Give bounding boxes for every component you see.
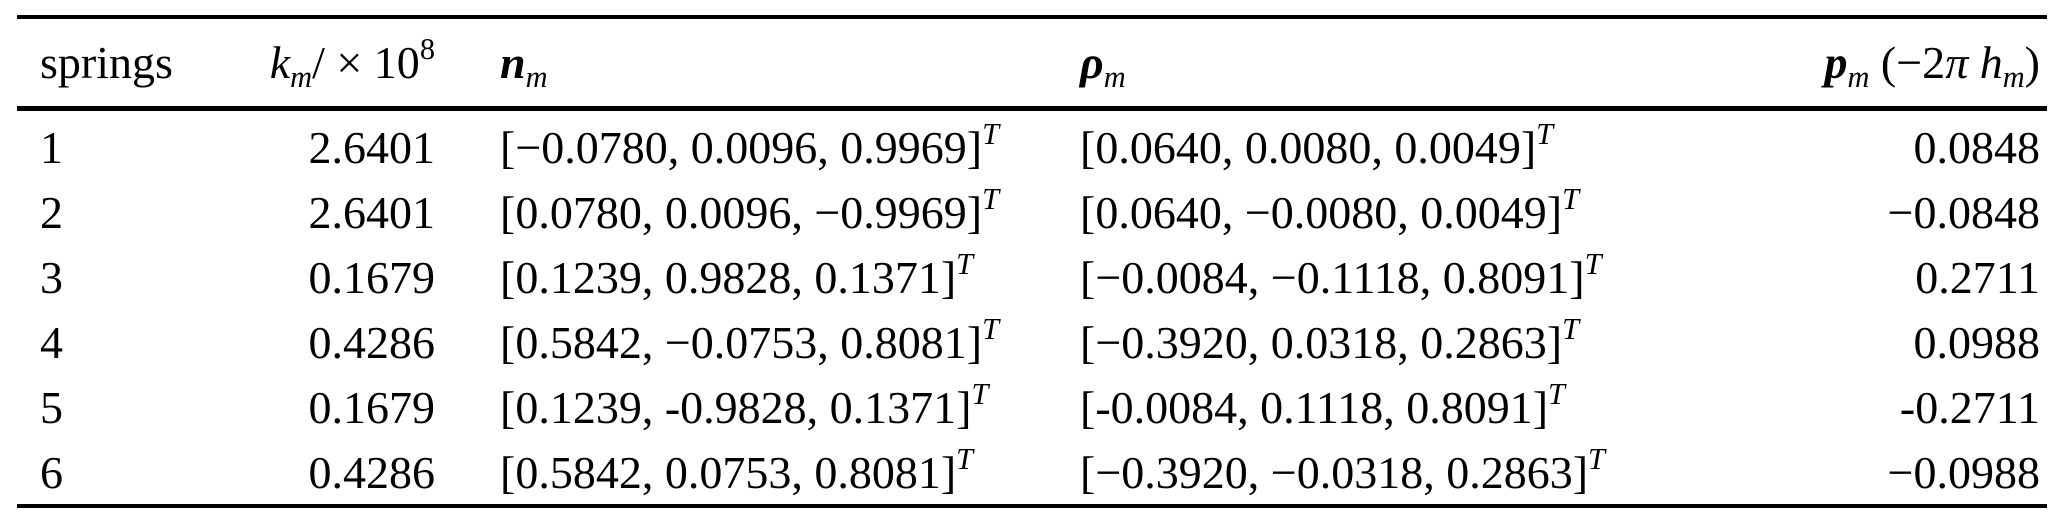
vector-text: [0.5842, 0.0753, 0.8081] xyxy=(500,447,957,498)
k-scale-text: / × 10 xyxy=(312,37,420,88)
pi-symbol: π xyxy=(1945,37,1969,88)
transpose-superscript: T xyxy=(1536,117,1554,152)
vector-text: [0.0640, 0.0080, 0.0049] xyxy=(1080,122,1537,173)
cell-normal-vector: [−0.0780, 0.0096, 0.9969]T xyxy=(435,115,1080,180)
cell-pitch: −0.0848 xyxy=(1887,187,2040,238)
transpose-superscript: T xyxy=(956,442,974,477)
table-row-spring-6: 6 0.4286 [0.5842, 0.0753, 0.8081]T [−0.3… xyxy=(17,440,2047,505)
cell-pitch: -0.2711 xyxy=(1899,382,2040,433)
h-symbol: h xyxy=(1968,37,2003,88)
cell-normal-vector: [0.1239, -0.9828, 0.1371]T xyxy=(435,375,1080,440)
table-rule-bottom xyxy=(17,504,2047,508)
table-body: 1 2.6401 [−0.0780, 0.0096, 0.9969]T [0.0… xyxy=(17,111,2047,505)
cell-position-vector: [-0.0084, 0.1118, 0.8091]T xyxy=(1080,375,1765,440)
cell-stiffness: 2.6401 xyxy=(308,187,436,238)
transpose-superscript: T xyxy=(982,182,999,217)
transpose-superscript: T xyxy=(1588,442,1605,477)
k-symbol: k xyxy=(269,37,291,88)
cell-stiffness: 2.6401 xyxy=(308,122,436,173)
k-exponent: 8 xyxy=(419,32,435,67)
cell-stiffness: 0.4286 xyxy=(308,447,436,498)
n-symbol: n xyxy=(500,37,526,88)
rho-subscript: m xyxy=(1103,59,1126,94)
vector-text: [0.0780, 0.0096, −0.9969] xyxy=(500,187,983,238)
header-position-vector-rho: ρm xyxy=(1080,19,1765,106)
table-header-row: springs km/ × 108 nm ρm pm (−2π hm) xyxy=(17,19,2047,106)
p-paren-close: ) xyxy=(2024,37,2040,88)
cell-spring-index: 6 xyxy=(40,447,63,498)
table-row-spring-2: 2 2.6401 [0.0780, 0.0096, −0.9969]T [0.0… xyxy=(17,180,2047,245)
cell-normal-vector: [0.5842, 0.0753, 0.8081]T xyxy=(435,440,1080,505)
cell-pitch: 0.2711 xyxy=(1915,252,2040,303)
header-stiffness-k: km/ × 108 xyxy=(245,19,435,106)
transpose-superscript: T xyxy=(1548,377,1565,412)
header-normal-vector-n: nm xyxy=(435,19,1080,106)
vector-text: [0.0640, −0.0080, 0.0049] xyxy=(1080,187,1563,238)
cell-normal-vector: [0.1239, 0.9828, 0.1371]T xyxy=(435,245,1080,310)
cell-spring-index: 1 xyxy=(40,122,63,173)
rho-symbol: ρ xyxy=(1080,37,1104,88)
table-row-spring-1: 1 2.6401 [−0.0780, 0.0096, 0.9969]T [0.0… xyxy=(17,115,2047,180)
h-subscript: m xyxy=(2002,59,2025,94)
header-pitch-p: pm (−2π hm) xyxy=(1765,19,2040,106)
cell-stiffness: 0.1679 xyxy=(308,252,436,303)
cell-position-vector: [0.0640, −0.0080, 0.0049]T xyxy=(1080,180,1765,245)
cell-position-vector: [−0.0084, −0.1118, 0.8091]T xyxy=(1080,245,1765,310)
vector-text: [−0.3920, 0.0318, 0.2863] xyxy=(1080,317,1563,368)
transpose-superscript: T xyxy=(1584,247,1602,282)
cell-position-vector: [−0.3920, −0.0318, 0.2863]T xyxy=(1080,440,1765,505)
vector-text: [−0.0780, 0.0096, 0.9969] xyxy=(500,122,983,173)
cell-spring-index: 4 xyxy=(40,317,63,368)
cell-spring-index: 5 xyxy=(40,382,63,433)
cell-pitch: 0.0988 xyxy=(1913,317,2041,368)
p-symbol: p xyxy=(1824,37,1848,88)
table-row-spring-4: 4 0.4286 [0.5842, −0.0753, 0.8081]T [−0.… xyxy=(17,310,2047,375)
table-row-spring-3: 3 0.1679 [0.1239, 0.9828, 0.1371]T [−0.0… xyxy=(17,245,2047,310)
cell-stiffness: 0.1679 xyxy=(308,382,436,433)
cell-normal-vector: [0.5842, −0.0753, 0.8081]T xyxy=(435,310,1080,375)
transpose-superscript: T xyxy=(956,247,974,282)
cell-pitch: −0.0988 xyxy=(1887,447,2040,498)
vector-text: [−0.3920, −0.0318, 0.2863] xyxy=(1080,447,1589,498)
table-rule-header xyxy=(17,106,2047,111)
p-subscript: m xyxy=(1847,59,1870,94)
vector-text: [−0.0084, −0.1118, 0.8091] xyxy=(1080,252,1585,303)
cell-pitch: 0.0848 xyxy=(1913,122,2041,173)
table-rule-top xyxy=(17,15,2047,19)
transpose-superscript: T xyxy=(982,117,999,152)
cell-spring-index: 2 xyxy=(40,187,63,238)
transpose-superscript: T xyxy=(982,312,999,347)
vector-text: [0.1239, 0.9828, 0.1371] xyxy=(500,252,957,303)
vector-text: [0.1239, -0.9828, 0.1371] xyxy=(500,382,972,433)
header-springs: springs xyxy=(40,37,173,88)
transpose-superscript: T xyxy=(1562,182,1579,217)
transpose-superscript: T xyxy=(971,377,989,412)
transpose-superscript: T xyxy=(1562,312,1579,347)
table-row-spring-5: 5 0.1679 [0.1239, -0.9828, 0.1371]T [-0.… xyxy=(17,375,2047,440)
cell-spring-index: 3 xyxy=(40,252,63,303)
k-subscript: m xyxy=(290,59,313,94)
cell-position-vector: [0.0640, 0.0080, 0.0049]T xyxy=(1080,115,1765,180)
vector-text: [0.5842, −0.0753, 0.8081] xyxy=(500,317,983,368)
n-subscript: m xyxy=(525,59,548,94)
cell-stiffness: 0.4286 xyxy=(308,317,436,368)
p-paren-open: (−2 xyxy=(1869,37,1946,88)
vector-text: [-0.0084, 0.1118, 0.8091] xyxy=(1080,382,1549,433)
cell-normal-vector: [0.0780, 0.0096, −0.9969]T xyxy=(435,180,1080,245)
cell-position-vector: [−0.3920, 0.0318, 0.2863]T xyxy=(1080,310,1765,375)
